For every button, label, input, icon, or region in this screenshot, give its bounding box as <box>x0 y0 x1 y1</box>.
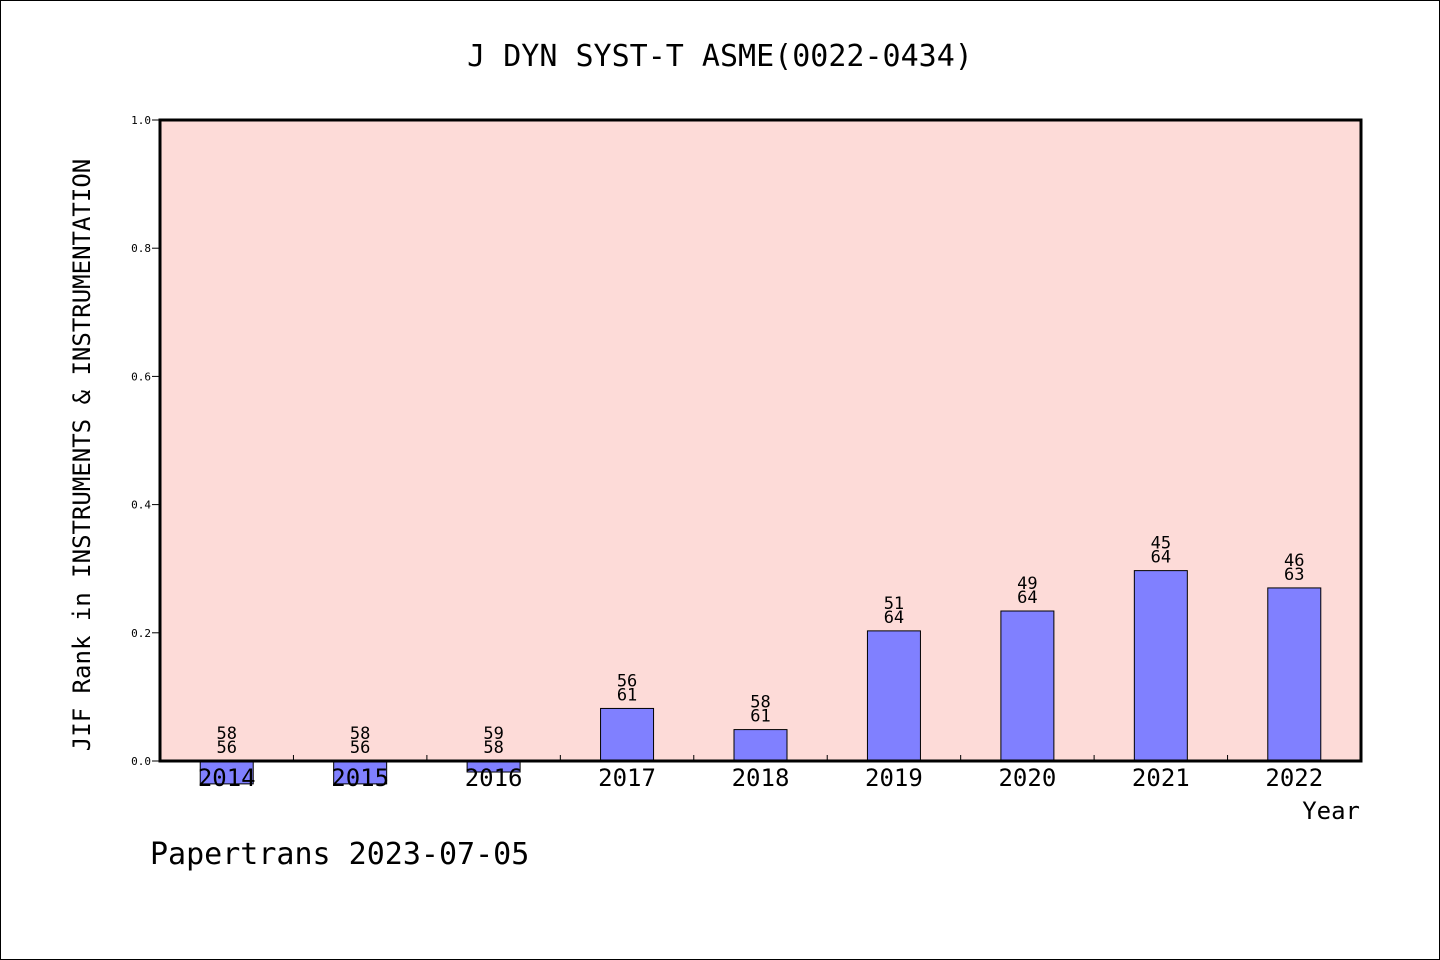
chart-title: J DYN SYST-T ASME(0022-0434) <box>467 39 973 74</box>
bar-2017 <box>600 707 655 762</box>
y-axis: 0.0 0.2 0.4 0.6 0.8 1.0 <box>131 114 160 768</box>
x-tick-label: 2019 <box>865 764 923 792</box>
y-tick-label: 0.2 <box>131 627 151 640</box>
footer-text: Papertrans 2023-07-05 <box>150 837 529 872</box>
x-tick-label: 2014 <box>198 764 256 792</box>
bar-rank-label: 46 <box>1284 551 1304 571</box>
bar-rank-label: 58 <box>216 724 236 744</box>
y-axis-label: JIF Rank in INSTRUMENTS & INSTRUMENTATIO… <box>68 159 96 751</box>
bar-rank-label: 58 <box>750 693 770 713</box>
x-tick-label: 2016 <box>465 764 523 792</box>
bar-2021 <box>1133 570 1188 762</box>
x-tick-label: 2020 <box>998 764 1056 792</box>
x-tick-label: 2022 <box>1265 764 1323 792</box>
bar-rank-label: 49 <box>1017 574 1037 594</box>
bar-total-label: 56 <box>216 738 236 758</box>
x-axis-label: Year <box>1302 797 1360 825</box>
bar-rank-label: 58 <box>350 724 370 744</box>
bar-2019 <box>866 630 921 762</box>
x-tick-label: 2021 <box>1132 764 1190 792</box>
bar-total-label: 64 <box>884 608 904 628</box>
bar-rank-label: 51 <box>884 594 904 614</box>
x-tick-label: 2017 <box>598 764 656 792</box>
bar-total-label: 64 <box>1017 588 1037 608</box>
bar-total-label: 64 <box>1151 548 1171 568</box>
y-tick-label: 0.8 <box>131 242 151 255</box>
bar-2020 <box>1000 610 1055 762</box>
bar-rank-label: 59 <box>483 724 503 744</box>
plot-border <box>158 118 1363 763</box>
bar-2018 <box>733 729 788 762</box>
bar-total-label: 56 <box>350 738 370 758</box>
y-tick-label: 0.4 <box>131 499 151 512</box>
bar-total-label: 58 <box>483 738 503 758</box>
x-tick-label: 2018 <box>732 764 790 792</box>
x-axis: 2014 2015 2016 2017 2018 2019 2020 2021 2022 <box>198 755 1323 792</box>
y-tick-label: 1.0 <box>131 114 151 127</box>
y-tick-label: 0.0 <box>131 755 151 768</box>
bars-group <box>199 570 1322 785</box>
bar-2022 <box>1267 587 1322 762</box>
bar-total-label: 61 <box>750 707 770 727</box>
bar-total-label: 61 <box>617 685 637 705</box>
x-tick-label: 2015 <box>331 764 389 792</box>
y-tick-label: 0.6 <box>131 370 151 383</box>
bar-rank-label: 56 <box>617 671 637 691</box>
bar-rank-label: 45 <box>1151 534 1171 554</box>
bar-total-label: 63 <box>1284 565 1304 585</box>
